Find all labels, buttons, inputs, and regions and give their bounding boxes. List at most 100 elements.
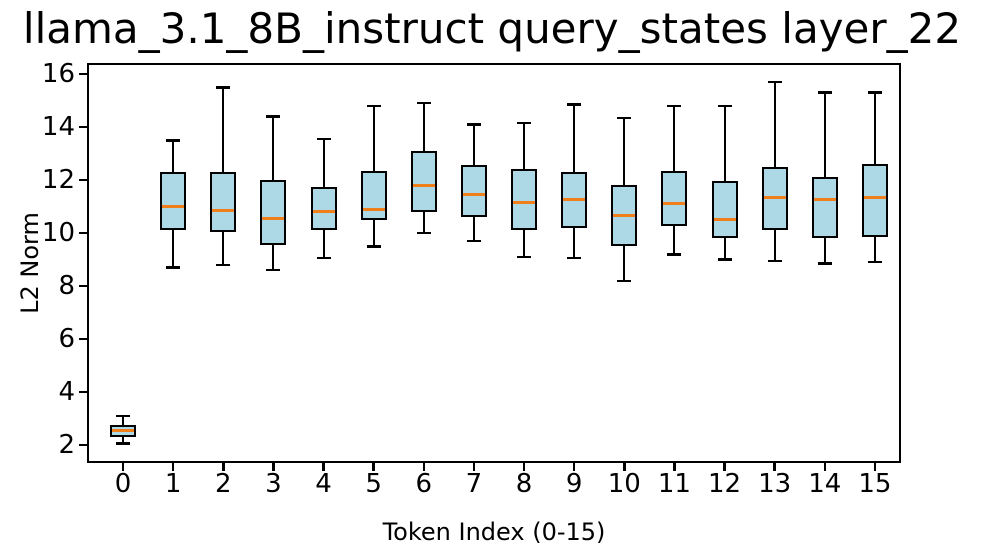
x-tick-label: 4: [315, 469, 332, 499]
x-tick-label: 1: [164, 469, 182, 499]
box-token-14: [811, 177, 838, 239]
box-token-1: [160, 172, 187, 231]
x-tick-mark: [422, 462, 426, 471]
whisker-cap-upper: [667, 104, 682, 108]
box-token-15: [861, 164, 888, 238]
x-tick-label: 7: [465, 469, 483, 499]
whisker-cap-lower: [567, 256, 582, 260]
x-tick-mark: [121, 462, 125, 471]
whisker-cap-upper: [166, 139, 181, 142]
x-tick-mark: [572, 462, 576, 471]
whisker-cap-lower: [216, 263, 231, 267]
whisker-lower: [172, 230, 175, 268]
whisker-upper: [773, 82, 776, 167]
whisker-cap-upper: [867, 91, 882, 94]
whisker-cap-lower: [517, 255, 532, 259]
x-tick-mark: [522, 462, 526, 471]
whisker-lower: [322, 230, 325, 259]
y-tick-mark: [79, 231, 88, 235]
y-tick-label: 12: [41, 165, 75, 196]
x-tick-mark: [372, 462, 375, 471]
box-token-4: [310, 186, 337, 231]
y-tick-label: 4: [58, 377, 75, 408]
x-tick-label: 13: [758, 469, 792, 499]
x-tick-label: 5: [365, 469, 382, 499]
whisker-lower: [573, 227, 576, 259]
y-tick-mark: [79, 337, 88, 341]
x-tick-label: 2: [215, 469, 232, 499]
x-tick-label: 6: [415, 469, 433, 499]
whisker-cap-lower: [166, 266, 181, 269]
y-tick-mark: [79, 443, 88, 447]
x-tick-label: 15: [858, 469, 892, 499]
whisker-cap-lower: [667, 253, 682, 256]
whisker-cap-upper: [266, 115, 281, 118]
median-line: [613, 214, 636, 218]
box-token-7: [460, 165, 487, 218]
whisker-cap-lower: [116, 442, 131, 445]
whisker-cap-upper: [567, 103, 582, 106]
whisker-cap-upper: [416, 101, 431, 105]
x-axis-label: Token Index (0-15): [382, 518, 606, 546]
whisker-lower: [773, 230, 776, 261]
y-tick-label: 14: [41, 112, 75, 143]
box-token-12: [711, 181, 738, 239]
x-tick-mark: [322, 462, 325, 471]
x-tick-mark: [623, 462, 626, 471]
x-tick-label: 10: [607, 469, 641, 499]
whisker-upper: [823, 92, 826, 178]
whisker-upper: [122, 415, 125, 426]
whisker-upper: [723, 105, 726, 182]
x-tick-mark: [171, 462, 175, 471]
chart-title: llama_3.1_8B_instruct query_states layer…: [22, 4, 962, 53]
x-tick-label: 0: [114, 469, 132, 499]
whisker-cap-lower: [416, 231, 431, 235]
whisker-upper: [272, 116, 275, 181]
median-line: [663, 202, 686, 206]
x-tick-label: 12: [708, 469, 742, 499]
whisker-lower: [122, 437, 125, 444]
x-tick-mark: [723, 462, 726, 471]
median-line: [412, 183, 435, 187]
whisker-cap-lower: [867, 260, 882, 264]
whisker-upper: [873, 92, 876, 165]
whisker-cap-upper: [717, 104, 732, 108]
x-tick-mark: [823, 462, 827, 471]
whisker-cap-upper: [767, 80, 782, 84]
whisker-cap-upper: [517, 121, 532, 125]
plot-area-border: [87, 63, 901, 463]
x-tick-label: 9: [565, 469, 583, 499]
box-token-11: [661, 170, 688, 227]
x-tick-mark: [673, 462, 676, 471]
whisker-upper: [172, 140, 175, 173]
x-tick-mark: [472, 462, 476, 471]
whisker-lower: [222, 231, 225, 265]
whisker-lower: [472, 217, 475, 241]
y-tick-mark: [79, 178, 88, 182]
whisker-cap-upper: [366, 104, 381, 108]
median-line: [162, 205, 185, 209]
x-tick-mark: [773, 462, 776, 471]
whisker-cap-lower: [466, 239, 481, 243]
whisker-upper: [623, 117, 626, 186]
x-tick-label: 3: [265, 469, 282, 499]
median-line: [563, 198, 586, 202]
x-tick-label: 11: [657, 469, 691, 499]
whisker-cap-upper: [617, 116, 632, 120]
whisker-cap-upper: [466, 123, 481, 126]
whisker-cap-lower: [767, 259, 782, 263]
y-tick-mark: [79, 284, 88, 288]
y-tick-label: 10: [41, 218, 75, 249]
box-token-6: [410, 150, 437, 212]
x-tick-mark: [272, 462, 275, 471]
whisker-upper: [472, 124, 475, 166]
y-tick-label: 2: [58, 430, 75, 461]
whisker-upper: [322, 138, 325, 187]
whisker-upper: [523, 123, 526, 170]
whisker-upper: [422, 103, 425, 151]
y-tick-mark: [79, 390, 88, 394]
whisker-cap-upper: [116, 414, 131, 418]
whisker-cap-lower: [266, 268, 281, 272]
y-tick-label: 8: [58, 271, 75, 302]
x-tick-mark: [222, 462, 225, 471]
